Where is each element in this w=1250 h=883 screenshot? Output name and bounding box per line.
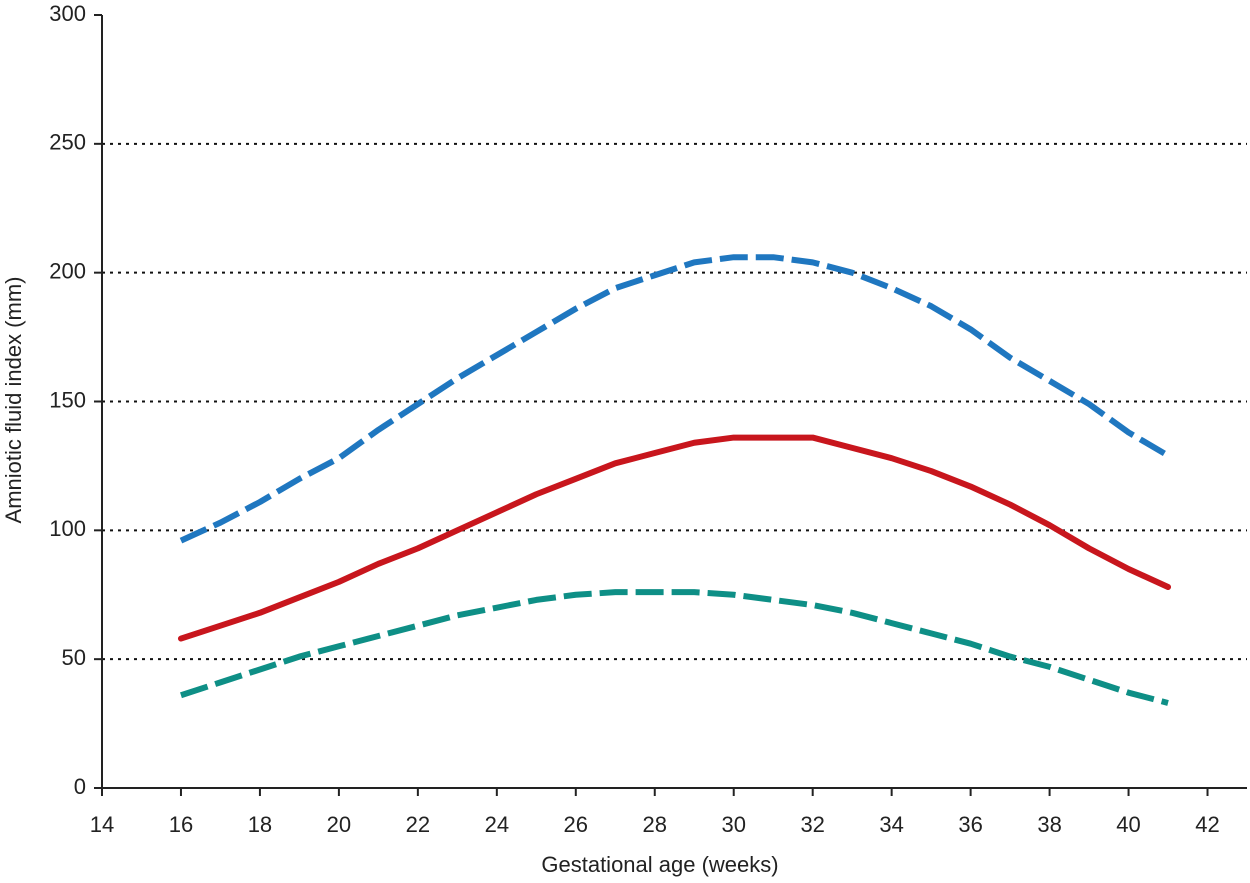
y-tick-label: 250 [49, 130, 86, 155]
x-tick-label: 32 [800, 812, 824, 837]
y-tick-label: 300 [49, 1, 86, 26]
series-line [180, 589, 1169, 706]
y-tick-label: 0 [74, 774, 86, 799]
x-tick-label: 26 [564, 812, 588, 837]
x-tick-label: 34 [879, 812, 903, 837]
y-axis-title: Amniotic fluid index (mm) [1, 277, 26, 524]
x-tick-label: 30 [721, 812, 745, 837]
series-line [177, 434, 1172, 642]
x-tick-label: 16 [169, 812, 193, 837]
y-tick-label: 200 [49, 258, 86, 283]
y-tick-label: 150 [49, 387, 86, 412]
x-tick-label: 38 [1037, 812, 1061, 837]
series-line [179, 254, 1170, 544]
x-tick-label: 22 [406, 812, 430, 837]
x-tick-label: 20 [327, 812, 351, 837]
x-tick-label: 40 [1116, 812, 1140, 837]
x-tick-label: 36 [958, 812, 982, 837]
x-tick-label: 42 [1195, 812, 1219, 837]
y-tick-label: 50 [62, 645, 86, 670]
x-tick-label: 28 [643, 812, 667, 837]
x-axis-title: Gestational age (weeks) [541, 852, 778, 877]
x-tick-label: 18 [248, 812, 272, 837]
x-tick-label: 14 [90, 812, 114, 837]
x-tick-label: 24 [485, 812, 509, 837]
y-tick-label: 100 [49, 516, 86, 541]
